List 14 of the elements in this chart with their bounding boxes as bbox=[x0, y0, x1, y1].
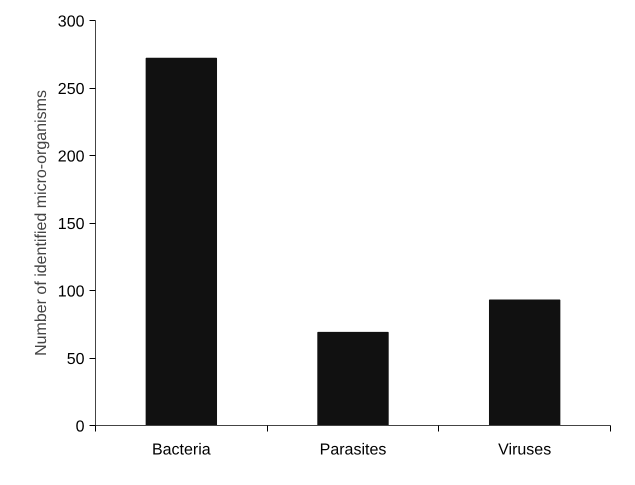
bar bbox=[317, 332, 389, 426]
x-tick-label: Viruses bbox=[498, 442, 552, 458]
y-tick-label: 250 bbox=[58, 81, 85, 98]
y-tick-label: 50 bbox=[66, 351, 85, 368]
x-tick-label: Bacteria bbox=[152, 442, 211, 458]
y-tick-label: 150 bbox=[58, 216, 85, 233]
y-tick-label: 0 bbox=[76, 418, 85, 436]
y-tick-label: 200 bbox=[58, 148, 85, 166]
y-axis-title: Number of identified micro-organisms bbox=[32, 90, 50, 356]
bar bbox=[146, 58, 218, 426]
bar bbox=[488, 299, 560, 426]
y-tick-label: 300 bbox=[58, 14, 85, 30]
x-tick-label: Parasites bbox=[320, 442, 386, 458]
y-tick-label: 100 bbox=[58, 284, 85, 300]
